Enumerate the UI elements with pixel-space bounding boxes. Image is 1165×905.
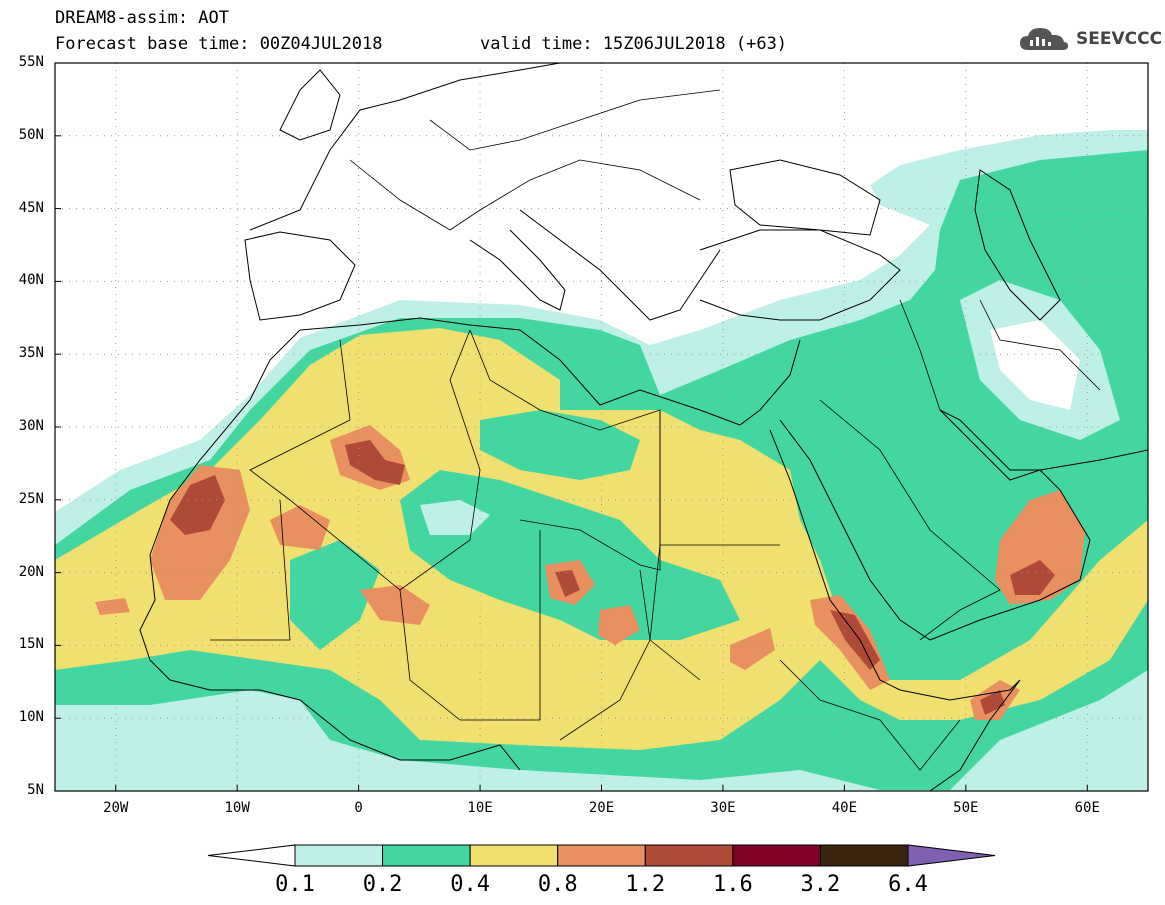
colorbar-tick-label: 1.2 — [625, 872, 666, 897]
aot-patch-mint-west — [290, 540, 380, 650]
lat-label: 55N — [18, 54, 44, 70]
title-variable: DREAM8-assim: AOT — [55, 8, 229, 28]
border-europe — [349, 89, 721, 231]
coast-west-africa — [139, 329, 521, 771]
colorbar-tick-label: 6.4 — [888, 872, 928, 897]
lat-label: 5N — [27, 782, 44, 798]
border-saudi — [819, 399, 1001, 641]
aot-contour-0.8-senegal — [95, 598, 130, 615]
coast-red-sea — [769, 419, 931, 691]
colorbar-swatch — [557, 844, 646, 867]
aot-contour-1.2-somalia — [980, 690, 1005, 715]
aot-contour-1.2-algeria — [345, 440, 405, 485]
graticule — [55, 63, 1148, 791]
lat-label: 40N — [18, 272, 44, 289]
coast-turkey — [699, 229, 901, 321]
colorbar-tick-label: 0.2 — [362, 872, 403, 897]
aot-contour-1.2-oman — [1010, 560, 1055, 595]
cloud-logo-icon — [1020, 28, 1068, 50]
colorbar-swatch — [469, 844, 559, 867]
border-iran-iraq — [899, 299, 1101, 411]
border-mali-niger — [210, 499, 541, 721]
title-base-time: Forecast base time: 00Z04JUL2018 — [55, 34, 383, 54]
colorbar-tick-label: 3.2 — [800, 872, 841, 897]
aot-patch-mint-arabia — [900, 400, 1000, 600]
lat-label: 50N — [18, 126, 44, 143]
lon-label: 10W — [224, 800, 250, 816]
lat-label: 45N — [18, 199, 44, 216]
colorbar-swatch — [382, 844, 471, 867]
aot-patch-white-iran — [990, 320, 1080, 410]
aot-contour-0.8-mali — [360, 585, 430, 625]
axis-ticks — [55, 62, 1088, 792]
colorbar-swatch — [819, 844, 909, 867]
colorbar-tick-label: 0.8 — [537, 872, 578, 897]
border-chad-sudan — [559, 569, 651, 741]
coast-italy — [469, 229, 566, 311]
lat-label: 30N — [18, 418, 44, 434]
coast-persian-gulf — [939, 409, 1148, 471]
aot-patch-mint-caucasus — [960, 180, 1140, 300]
coast-uk — [279, 69, 341, 141]
lon-label: 10E — [467, 800, 493, 816]
lat-label: 35N — [18, 345, 44, 362]
aot-contour-1.2-chad — [555, 570, 580, 597]
coast-balkans-greece — [519, 209, 721, 321]
lon-label: 60E — [1074, 800, 1100, 816]
coast-europe-north — [249, 63, 561, 231]
lat-label: 10N — [18, 709, 44, 726]
coast-caspian — [974, 169, 1061, 321]
lon-label: 0 — [354, 800, 363, 816]
aot-contour-0.8-wsahara — [150, 465, 250, 600]
colorbar-swatch — [732, 844, 821, 867]
colorbar-under-arrow — [207, 844, 296, 867]
logo-text: SEEVCCC — [1076, 29, 1163, 49]
colorbar-tick-label: 1.6 — [712, 872, 753, 897]
country-borders — [210, 89, 1101, 771]
coastlines — [139, 63, 1148, 791]
colorbar-swatch — [644, 844, 734, 867]
aot-contour-0.8-sudan — [730, 628, 775, 670]
seevccc-logo: SEEVCCC — [1018, 24, 1162, 56]
aot-patch-mint-libya — [480, 410, 640, 480]
aot-patch-cyan-libya — [420, 500, 490, 535]
coast-iberia — [244, 231, 356, 321]
border-ethiopia — [779, 659, 961, 771]
colorbar-tick-label: 0.4 — [450, 872, 491, 897]
colorbar — [207, 844, 996, 867]
coast-horn-of-africa — [899, 679, 1021, 791]
title-valid-time: valid time: 15Z06JUL2018 (+63) — [480, 34, 788, 54]
lat-label: 25N — [18, 490, 44, 507]
aot-contour-0.8-mauritania — [270, 505, 330, 550]
colorbar-tick-label: 0.1 — [275, 872, 315, 897]
lat-label: 15N — [18, 636, 44, 653]
coast-black-sea — [729, 159, 881, 236]
colorbar-swatch — [294, 844, 384, 867]
coast-mediterranean-south — [299, 317, 801, 426]
lat-label: 20N — [18, 563, 44, 580]
aot-contour-1.2-wsahara — [170, 475, 225, 535]
lon-label: 40E — [831, 800, 858, 816]
lon-label: 20E — [588, 800, 615, 816]
aot-contour-0.8-chad2 — [598, 605, 640, 645]
coast-arabia — [929, 409, 1091, 641]
colorbar-over-arrow — [907, 844, 996, 867]
lon-label: 30E — [710, 800, 736, 816]
lon-label: 50E — [953, 800, 979, 816]
lon-label: 20W — [103, 800, 129, 816]
